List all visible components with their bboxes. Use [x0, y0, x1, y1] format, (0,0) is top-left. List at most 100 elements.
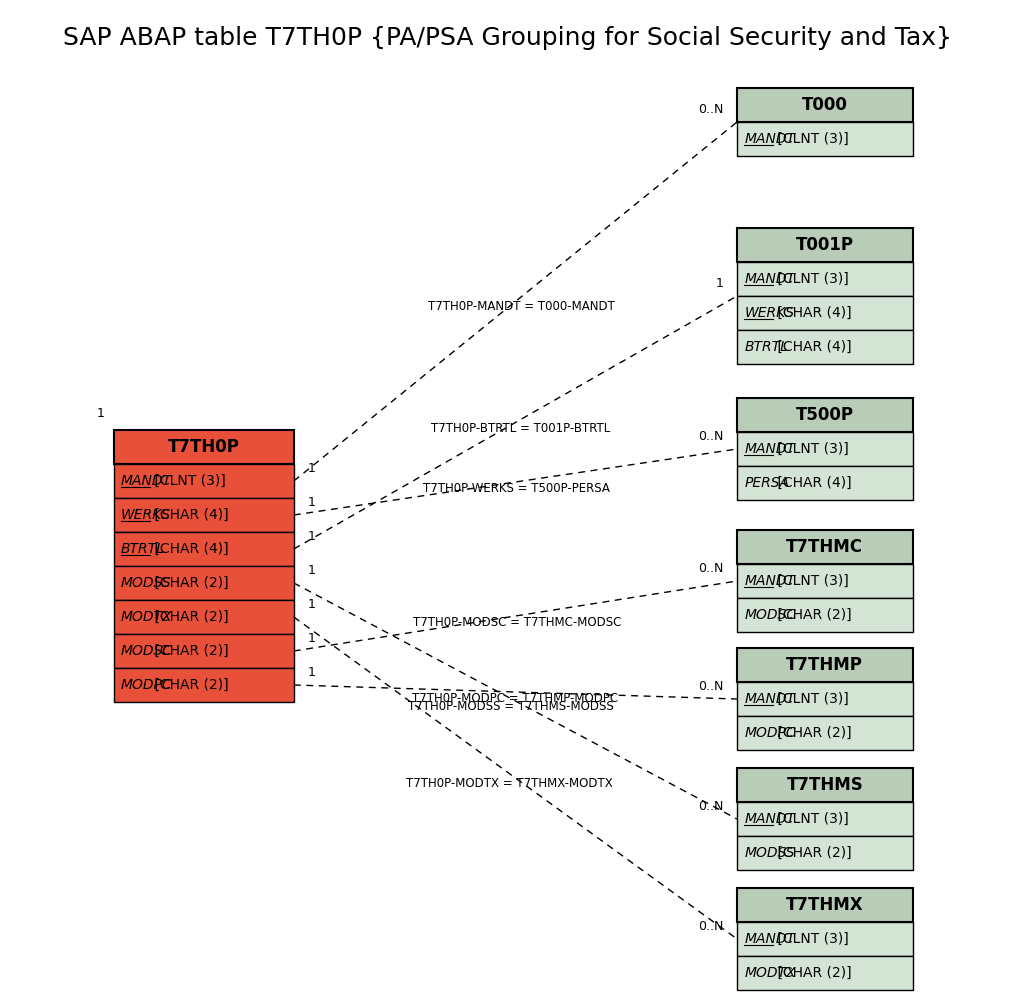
- Text: [CHAR (4)]: [CHAR (4)]: [773, 476, 852, 490]
- Text: [CHAR (2)]: [CHAR (2)]: [773, 726, 852, 740]
- Bar: [737, 330, 912, 364]
- Text: [CHAR (4)]: [CHAR (4)]: [150, 508, 229, 522]
- Text: T7TH0P-MODSS = T7THMS-MODSS: T7TH0P-MODSS = T7THMS-MODSS: [407, 701, 614, 714]
- Text: [CLNT (3)]: [CLNT (3)]: [773, 574, 849, 588]
- Bar: [737, 564, 912, 598]
- Bar: [114, 634, 294, 668]
- Text: 0..N: 0..N: [698, 800, 723, 813]
- Text: MANDT: MANDT: [745, 692, 796, 706]
- Text: T7TH0P-BTRTL = T001P-BTRTL: T7TH0P-BTRTL = T001P-BTRTL: [431, 422, 610, 435]
- Text: T500P: T500P: [796, 406, 853, 424]
- Bar: [737, 466, 912, 500]
- Text: [CHAR (2)]: [CHAR (2)]: [150, 678, 229, 692]
- Text: T7TH0P-MODPC = T7THMP-MODPC: T7TH0P-MODPC = T7THMP-MODPC: [412, 693, 618, 706]
- Text: MANDT: MANDT: [745, 932, 796, 946]
- Bar: [737, 682, 912, 716]
- Bar: [114, 532, 294, 566]
- Text: 1: 1: [307, 598, 315, 611]
- Bar: [114, 464, 294, 498]
- Text: [CHAR (2)]: [CHAR (2)]: [773, 608, 852, 622]
- Text: [CHAR (4)]: [CHAR (4)]: [150, 542, 229, 556]
- Text: [CHAR (2)]: [CHAR (2)]: [150, 610, 229, 624]
- Text: 1: 1: [307, 564, 315, 577]
- Text: [CLNT (3)]: [CLNT (3)]: [150, 474, 226, 488]
- Text: [CLNT (3)]: [CLNT (3)]: [773, 132, 849, 146]
- Text: T7THMS: T7THMS: [786, 776, 864, 794]
- Bar: [737, 716, 912, 750]
- Text: MODTX: MODTX: [121, 610, 173, 624]
- Text: MODSS: MODSS: [745, 846, 795, 860]
- Text: WERKS: WERKS: [121, 508, 171, 522]
- Text: 1: 1: [307, 632, 315, 645]
- Bar: [114, 430, 294, 464]
- Text: T001P: T001P: [796, 236, 853, 254]
- Text: SAP ABAP table T7TH0P {PA/PSA Grouping for Social Security and Tax}: SAP ABAP table T7TH0P {PA/PSA Grouping f…: [63, 26, 952, 50]
- Text: MODTX: MODTX: [745, 966, 796, 980]
- Bar: [737, 228, 912, 262]
- Bar: [737, 296, 912, 330]
- Text: MANDT: MANDT: [121, 474, 172, 488]
- Bar: [737, 922, 912, 956]
- Text: T7THMX: T7THMX: [786, 896, 864, 914]
- Text: T7TH0P-MODTX = T7THMX-MODTX: T7TH0P-MODTX = T7THMX-MODTX: [406, 776, 613, 789]
- Text: T7THMC: T7THMC: [786, 538, 864, 556]
- Text: [CLNT (3)]: [CLNT (3)]: [773, 692, 849, 706]
- Text: MANDT: MANDT: [745, 442, 796, 456]
- Text: BTRTL: BTRTL: [121, 542, 165, 556]
- Text: 0..N: 0..N: [698, 920, 723, 933]
- Text: [CLNT (3)]: [CLNT (3)]: [773, 932, 849, 946]
- Text: [CLNT (3)]: [CLNT (3)]: [773, 812, 849, 826]
- Bar: [737, 398, 912, 432]
- Bar: [737, 648, 912, 682]
- Bar: [737, 802, 912, 836]
- Bar: [737, 530, 912, 564]
- Text: PERSA: PERSA: [745, 476, 789, 490]
- Text: T7TH0P-WERKS = T500P-PERSA: T7TH0P-WERKS = T500P-PERSA: [424, 482, 611, 495]
- Text: 0..N: 0..N: [698, 430, 723, 443]
- Text: [CHAR (2)]: [CHAR (2)]: [150, 644, 229, 658]
- Text: MODPC: MODPC: [745, 726, 796, 740]
- Bar: [737, 768, 912, 802]
- Bar: [737, 598, 912, 632]
- Text: [CLNT (3)]: [CLNT (3)]: [773, 442, 849, 456]
- Text: 0..N: 0..N: [698, 680, 723, 693]
- Text: 1: 1: [307, 530, 315, 543]
- Bar: [114, 668, 294, 702]
- Text: MANDT: MANDT: [745, 272, 796, 286]
- Text: 1: 1: [97, 407, 105, 420]
- Text: [CHAR (2)]: [CHAR (2)]: [773, 846, 852, 860]
- Text: 1: 1: [715, 277, 723, 290]
- Text: MODSC: MODSC: [121, 644, 173, 658]
- Text: MODPC: MODPC: [121, 678, 173, 692]
- Text: T7TH0P: T7TH0P: [168, 438, 240, 456]
- Bar: [114, 498, 294, 532]
- Text: T000: T000: [802, 96, 847, 114]
- Bar: [737, 88, 912, 122]
- Text: [CHAR (2)]: [CHAR (2)]: [150, 576, 229, 590]
- Text: [CLNT (3)]: [CLNT (3)]: [773, 272, 849, 286]
- Text: BTRTL: BTRTL: [745, 340, 788, 354]
- Text: 0..N: 0..N: [698, 562, 723, 575]
- Text: 0..N: 0..N: [698, 103, 723, 116]
- Text: 1: 1: [307, 462, 315, 475]
- Bar: [737, 432, 912, 466]
- Text: MANDT: MANDT: [745, 132, 796, 146]
- Text: 1: 1: [307, 496, 315, 509]
- Text: T7TH0P-MODSC = T7THMC-MODSC: T7TH0P-MODSC = T7THMC-MODSC: [412, 617, 621, 630]
- Text: T7TH0P-MANDT = T000-MANDT: T7TH0P-MANDT = T000-MANDT: [429, 299, 616, 312]
- Bar: [737, 262, 912, 296]
- Bar: [114, 566, 294, 600]
- Bar: [737, 836, 912, 870]
- Text: MANDT: MANDT: [745, 574, 796, 588]
- Text: [CHAR (2)]: [CHAR (2)]: [773, 966, 852, 980]
- Text: MODSC: MODSC: [745, 608, 797, 622]
- Text: [CHAR (4)]: [CHAR (4)]: [773, 306, 852, 320]
- Text: T7THMP: T7THMP: [786, 656, 864, 674]
- Bar: [737, 122, 912, 156]
- Text: MODSS: MODSS: [121, 576, 172, 590]
- Bar: [737, 956, 912, 990]
- Bar: [114, 600, 294, 634]
- Text: WERKS: WERKS: [745, 306, 795, 320]
- Text: MANDT: MANDT: [745, 812, 796, 826]
- Text: [CHAR (4)]: [CHAR (4)]: [773, 340, 852, 354]
